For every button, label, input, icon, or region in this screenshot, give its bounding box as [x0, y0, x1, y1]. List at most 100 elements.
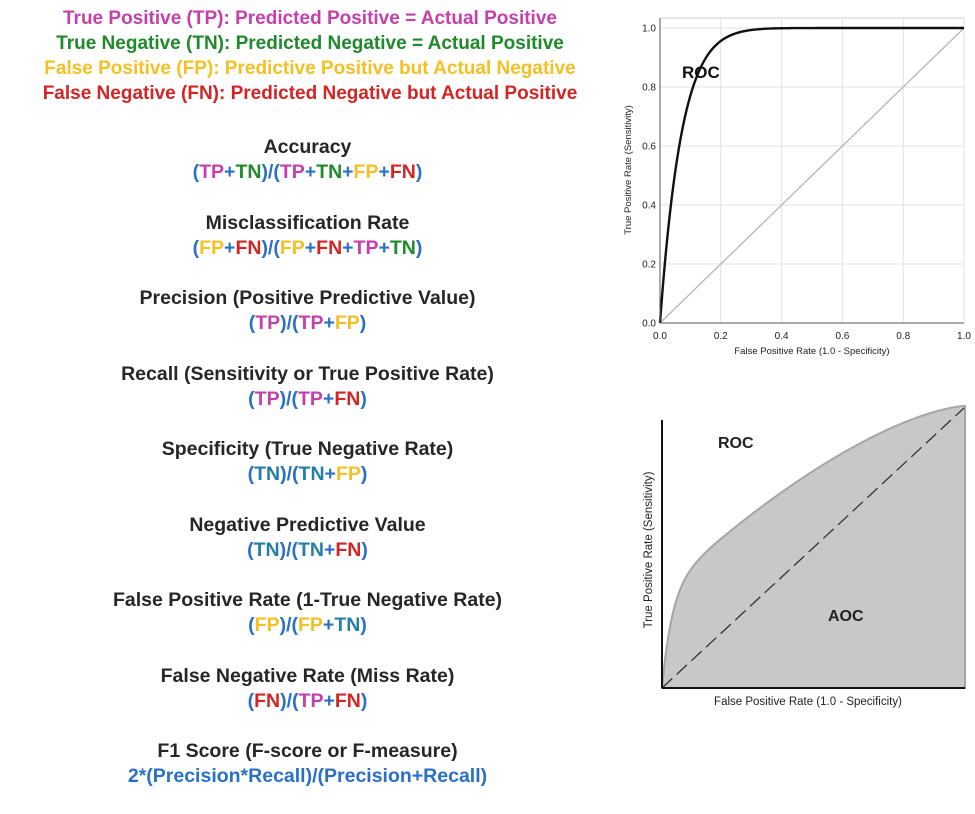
- formula-token: ): [360, 689, 368, 712]
- metric-name: Specificity (True Negative Rate): [161, 438, 454, 460]
- formula-token: (: [192, 161, 200, 183]
- definition-line: True Positive (TP): Predicted Positive =…: [63, 8, 557, 29]
- formula-token: )/(: [280, 312, 299, 334]
- formula-token: FP: [353, 161, 379, 183]
- formula-token: (: [248, 387, 255, 410]
- definitions-block: True Positive (TP): Predicted Positive =…: [0, 6, 620, 106]
- definition-line: False Negative (FN): Predicted Negative …: [42, 83, 578, 104]
- formula-token: +: [342, 236, 354, 259]
- formula-token: ): [360, 387, 367, 410]
- formula-token: TP: [199, 161, 225, 183]
- metric-formula: (TN)/(TN+FP): [0, 462, 615, 486]
- formula-token: +: [304, 236, 317, 259]
- aoc-area-label: AOC: [828, 608, 864, 625]
- formula-token: +: [323, 312, 335, 334]
- roc-y-tick-label: 0.6: [642, 142, 656, 153]
- metric-item: Precision (Positive Predictive Value) (TP…: [0, 285, 615, 361]
- roc-x-axis-label: False Positive Rate (1.0 - Specificity): [734, 346, 889, 357]
- formula-token: FP: [279, 236, 305, 259]
- formula-token: FP: [199, 236, 225, 259]
- formula-token: )/(: [279, 614, 298, 636]
- formula-token: FN: [334, 689, 361, 712]
- formula-token: FP: [335, 463, 361, 485]
- metric-formula: (FP+FN)/(FP+FN+TP+TN): [0, 236, 615, 260]
- metric-item: Accuracy (TP+TN)/(TP+TN+FP+FN): [0, 134, 615, 210]
- formula-token: 2*(Precision*Recall)/(Precision+Recall): [127, 765, 488, 787]
- metric-item: F1 Score (F-score or F-measure) 2*(Precis…: [0, 738, 615, 814]
- formula-token: TN: [298, 538, 324, 561]
- metric-name: False Negative Rate (Miss Rate): [160, 664, 455, 687]
- metric-item: False Positive Rate (1-True Negative Rat…: [0, 587, 615, 663]
- metric-name: F1 Score (F-score or F-measure): [157, 740, 458, 762]
- formula-token: TP: [254, 387, 280, 410]
- metric-formula: (TN)/(TN+FN): [0, 538, 615, 562]
- aoc-diagonal-dashed-line: [661, 407, 965, 689]
- roc-y-tick-labels: 0.0 0.2 0.4 0.6 0.8 1.0: [642, 24, 656, 330]
- formula-token: +: [324, 463, 336, 485]
- roc-diagonal-line: [659, 27, 965, 324]
- metric-name: Recall (Sensitivity or True Positive Rat…: [121, 362, 494, 385]
- formula-token: ): [415, 236, 423, 259]
- formula-token: (: [247, 463, 255, 485]
- formula-token: +: [323, 689, 335, 712]
- formula-token: +: [322, 387, 335, 410]
- formula-token: (: [248, 614, 255, 636]
- metric-formula: (TP+TN)/(TP+TN+FP+FN): [0, 160, 615, 184]
- formula-token: (: [247, 538, 254, 561]
- aoc-y-axis-label: True Positive Rate (Sensitivity): [643, 471, 655, 628]
- formula-token: +: [322, 614, 335, 636]
- definition-line: True Negative (TN): Predicted Negative =…: [56, 33, 564, 54]
- roc-plot-area: [659, 17, 965, 324]
- formula-token: FN: [389, 161, 416, 183]
- metric-formula: 2*(Precision*Recall)/(Precision+Recall): [0, 764, 615, 788]
- formula-token: FP: [334, 312, 360, 334]
- roc-chart: 0.0 0.2 0.4 0.6 0.8 1.0 0.0 0.2 0.4 0.6 0.8 1.0 RO…: [623, 17, 971, 357]
- formula-token: FN: [335, 538, 362, 561]
- formula-token: )/(: [261, 236, 280, 259]
- formula-token: TP: [298, 689, 324, 712]
- roc-y-tick-label: 0.2: [642, 260, 656, 271]
- roc-x-tick-label: 0.4: [775, 331, 789, 342]
- formula-token: TN: [298, 463, 325, 485]
- formula-token: )/(: [261, 161, 280, 183]
- roc-x-tick-label: 0.8: [896, 331, 910, 342]
- formula-token: FN: [316, 236, 343, 259]
- metric-name: Misclassification Rate: [205, 211, 410, 234]
- formula-token: +: [342, 161, 354, 183]
- roc-x-tick-label: 0.2: [714, 331, 728, 342]
- roc-x-tick-label: 1.0: [957, 331, 971, 342]
- formula-token: ): [360, 463, 368, 485]
- metric-formula: (TP)/(TP+FN): [0, 387, 615, 411]
- formula-token: TN: [254, 463, 281, 485]
- metric-formula: (FN)/(TP+FN): [0, 689, 615, 713]
- formula-token: TN: [253, 538, 280, 561]
- aoc-curve-label: ROC: [718, 435, 754, 452]
- formula-token: +: [224, 161, 236, 183]
- formula-token: TN: [235, 161, 262, 183]
- formula-token: +: [304, 161, 317, 183]
- formula-token: TP: [353, 236, 379, 259]
- formula-token: TN: [334, 614, 361, 636]
- roc-x-tick-label: 0.0: [653, 331, 667, 342]
- formula-token: FP: [254, 614, 280, 636]
- roc-x-tick-label: 0.6: [835, 331, 849, 342]
- aoc-x-axis-label: False Positive Rate (1.0 - Specificity): [714, 696, 902, 708]
- roc-curve: [658, 26, 964, 324]
- metrics-block: Accuracy (TP+TN)/(TP+TN+FP+FN) Misclassifi…: [0, 134, 615, 814]
- formula-token: TP: [255, 312, 281, 334]
- formula-token: )/(: [280, 689, 299, 712]
- formula-token: TP: [279, 161, 305, 183]
- formula-token: TP: [298, 312, 324, 334]
- metric-item: Specificity (True Negative Rate) (TN)/(TN…: [0, 436, 615, 512]
- metric-item: Negative Predictive Value (TN)/(TN+FN): [0, 512, 615, 588]
- formula-token: TN: [389, 236, 416, 259]
- formula-token: ): [361, 538, 368, 561]
- formula-token: FP: [298, 614, 323, 636]
- formula-token: ): [415, 161, 423, 183]
- formula-token: +: [378, 161, 390, 183]
- metric-name: False Positive Rate (1-True Negative Rat…: [112, 589, 503, 611]
- metric-formula: (TP)/(TP+FP): [0, 311, 615, 335]
- metric-formula: (FP)/(FP+TN): [0, 613, 615, 637]
- roc-y-tick-label: 0.0: [642, 319, 656, 330]
- formula-token: )/(: [279, 538, 298, 561]
